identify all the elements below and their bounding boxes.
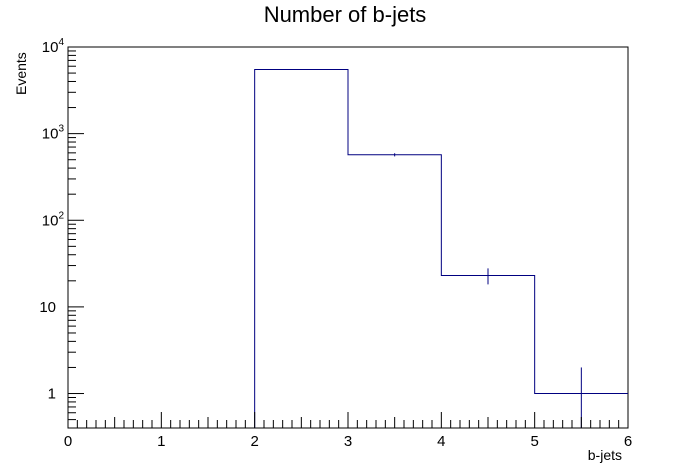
y-axis-label: Events <box>13 52 29 95</box>
y-tick-label: 103 <box>42 124 65 143</box>
x-tick-label: 3 <box>344 433 352 450</box>
x-tick-label: 0 <box>64 433 72 450</box>
y-tick-label: 10 <box>39 299 56 316</box>
histogram-outline <box>254 68 628 428</box>
x-tick-label: 2 <box>250 433 258 450</box>
x-tick-label: 5 <box>530 433 538 450</box>
x-tick-label: 6 <box>624 433 632 450</box>
y-tick-label: 102 <box>42 210 65 229</box>
y-tick-label: 1 <box>48 386 56 403</box>
x-tick-label: 1 <box>157 433 165 450</box>
x-axis-label: b-jets <box>588 447 622 463</box>
x-tick-label: 4 <box>437 433 445 450</box>
chart-title: Number of b-jets <box>264 2 427 27</box>
y-tick-label: 104 <box>42 37 65 56</box>
